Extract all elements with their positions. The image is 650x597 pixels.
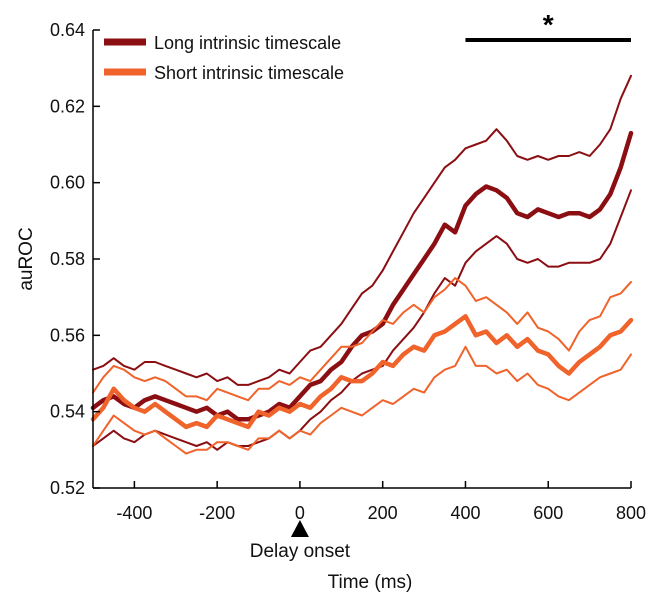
significance-star: * <box>543 9 554 40</box>
x-tick-label: 400 <box>450 503 480 523</box>
delay-onset-triangle-icon <box>290 520 309 537</box>
x-tick-label: -400 <box>116 503 152 523</box>
legend-label: Long intrinsic timescale <box>154 33 341 53</box>
data-lines <box>90 74 634 455</box>
long-series-lower-bound-line <box>92 189 632 451</box>
x-axis-label: Time (ms) <box>328 572 413 593</box>
short-series-mean-line <box>90 314 634 430</box>
y-tick-label: 0.58 <box>50 249 85 269</box>
y-tick-label: 0.60 <box>50 173 85 193</box>
short-series-lower-bound-line <box>92 345 632 455</box>
axes: -400 -200 0 200 400 600 800 0.52 0.54 0.56 0.58 0.6… <box>50 20 646 523</box>
long-series-upper-bound-line <box>92 74 632 386</box>
delay-onset-label: Delay onset <box>250 541 351 562</box>
x-tick-label: 0 <box>295 503 305 523</box>
y-tick-label: 0.52 <box>50 478 85 498</box>
y-tick-label: 0.56 <box>50 325 85 345</box>
y-axis-label: auROC <box>16 227 37 290</box>
annotations: * Delay onset <box>250 9 631 562</box>
y-tick-label: 0.62 <box>50 96 85 116</box>
y-tick-label: 0.54 <box>50 402 85 422</box>
legend: Long intrinsic timescale Short intrinsic … <box>104 33 344 83</box>
legend-label: Short intrinsic timescale <box>154 63 344 83</box>
x-tick-label: 200 <box>368 503 398 523</box>
x-tick-label: -200 <box>199 503 235 523</box>
long-series-mean-line <box>90 130 634 422</box>
x-tick-label: 600 <box>533 503 563 523</box>
short-series-upper-bound-line <box>92 277 632 402</box>
x-tick-label: 800 <box>616 503 646 523</box>
y-tick-label: 0.64 <box>50 20 85 40</box>
